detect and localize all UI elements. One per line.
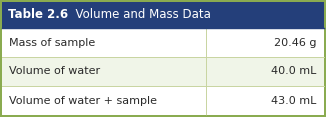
Text: 40.0 mL: 40.0 mL <box>271 66 316 77</box>
Text: Table 2.6  Volume and Mass Data: Table 2.6 Volume and Mass Data <box>8 9 204 22</box>
Bar <box>206 28 324 57</box>
Bar <box>2 57 206 86</box>
Text: Mass of sample: Mass of sample <box>9 38 95 48</box>
Bar <box>2 28 206 57</box>
Text: 20.46 g: 20.46 g <box>274 38 316 48</box>
Bar <box>206 86 324 115</box>
Bar <box>2 2 324 28</box>
Bar <box>2 86 206 115</box>
Text: Volume and Mass Data: Volume and Mass Data <box>68 9 211 22</box>
Text: Volume of water + sample: Volume of water + sample <box>9 95 157 106</box>
Text: 43.0 mL: 43.0 mL <box>271 95 316 106</box>
Bar <box>206 57 324 86</box>
Text: Volume of water: Volume of water <box>9 66 100 77</box>
Text: Table 2.6: Table 2.6 <box>8 9 68 22</box>
